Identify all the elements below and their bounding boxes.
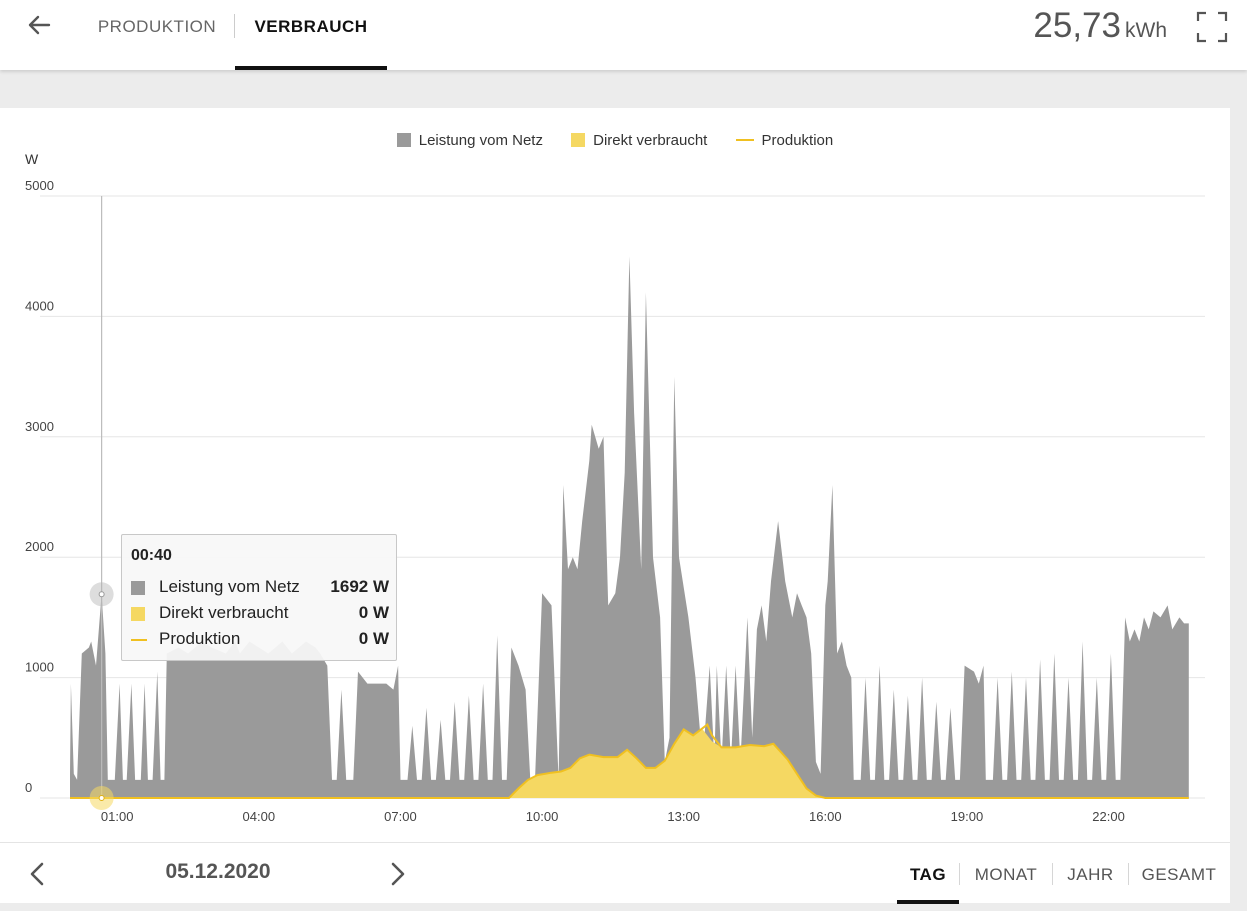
y-axis-unit: W	[25, 151, 39, 167]
legend-swatch-produktion	[735, 139, 754, 141]
legend-item-produktion[interactable]: Produktion	[735, 132, 834, 149]
tooltip-swatch-direkt	[131, 607, 145, 621]
y-tick-label: 0	[25, 780, 32, 795]
tooltip-label-produktion: Produktion	[159, 629, 241, 648]
prev-day-button[interactable]	[22, 859, 52, 889]
tooltip-value-direkt: 0 W	[358, 603, 389, 622]
tooltip-label-netz: Leistung vom Netz	[159, 577, 300, 596]
tooltip-label-direkt: Direkt verbraucht	[159, 603, 289, 622]
x-tick-label: 22:00	[1092, 809, 1125, 824]
x-tick-label: 13:00	[667, 809, 700, 824]
y-tick-label: 1000	[25, 660, 54, 675]
x-tick-label: 10:00	[526, 809, 559, 824]
current-date[interactable]: 05.12.2020	[165, 860, 271, 883]
crosshair-dot-produktion	[98, 795, 105, 801]
legend-label-netz: Leistung vom Netz	[418, 132, 543, 149]
range-divider	[1128, 863, 1129, 885]
footer-bar: 05.12.2020 TAG MONAT JAHR GESAMT	[0, 842, 1230, 904]
legend-swatch-direkt	[571, 133, 586, 147]
tooltip-value-netz: 1692 W	[330, 577, 389, 596]
chevron-right-icon	[391, 862, 405, 886]
y-tick-label: 2000	[25, 539, 54, 554]
tooltip-swatch-produktion	[131, 639, 147, 641]
series-area-0	[70, 256, 1189, 798]
back-button[interactable]	[22, 8, 56, 42]
next-day-button[interactable]	[383, 859, 413, 889]
y-tick-label: 5000	[25, 178, 54, 193]
chart-legend: Leistung vom Netz Direkt verbraucht Prod…	[0, 132, 1230, 149]
tab-verbrauch[interactable]: VERBRAUCH	[235, 0, 387, 70]
series-line-2	[70, 723, 1189, 799]
top-bar: PRODUKTION VERBRAUCH 25,73 kWh	[0, 0, 1247, 70]
tooltip-value-produktion: 0 W	[358, 629, 389, 648]
legend-swatch-netz	[396, 133, 411, 147]
legend-item-netz[interactable]: Leistung vom Netz	[396, 132, 543, 149]
y-tick-label: 4000	[25, 298, 54, 313]
fullscreen-button[interactable]	[1196, 11, 1228, 43]
legend-label-direkt: Direkt verbraucht	[593, 132, 708, 149]
range-gesamt[interactable]: GESAMT	[1141, 865, 1217, 884]
range-divider	[959, 863, 960, 885]
tooltip-time: 00:40	[131, 547, 172, 564]
chart-series	[70, 256, 1189, 799]
total-energy-unit: kWh	[1125, 19, 1167, 42]
x-tick-label: 01:00	[101, 809, 134, 824]
tooltip-swatch-netz	[131, 581, 145, 595]
x-tick-label: 16:00	[809, 809, 842, 824]
crosshair-dot-netz	[98, 591, 105, 598]
fullscreen-icon	[1196, 11, 1228, 43]
range-tag[interactable]: TAG	[897, 843, 959, 904]
crosshair	[89, 196, 114, 810]
total-energy-value: 25,73	[1033, 6, 1121, 45]
tab-produktion[interactable]: PRODUKTION	[97, 17, 217, 36]
y-tick-label: 3000	[25, 419, 54, 434]
legend-item-direkt[interactable]: Direkt verbraucht	[571, 132, 707, 149]
arrow-left-icon	[28, 15, 51, 35]
range-divider	[1052, 863, 1053, 885]
chevron-left-icon	[30, 862, 44, 886]
chart-tooltip: 00:40 Leistung vom Netz 1692 W Direkt ve…	[121, 534, 397, 661]
legend-label-produktion: Produktion	[761, 132, 834, 149]
x-tick-label: 04:00	[243, 809, 276, 824]
tab-divider	[234, 14, 235, 38]
x-tick-labels: 01:00 04:00 07:00 10:00 13:00 16:00 19:00 22:00	[101, 809, 1125, 824]
y-tick-labels: 0 1000 2000 3000 4000 5000	[25, 178, 54, 795]
range-monat[interactable]: MONAT	[974, 865, 1038, 884]
x-tick-label: 07:00	[384, 809, 417, 824]
total-energy: 25,73 kWh	[1033, 6, 1167, 46]
x-tick-label: 19:00	[951, 809, 984, 824]
range-jahr[interactable]: JAHR	[1067, 865, 1114, 884]
